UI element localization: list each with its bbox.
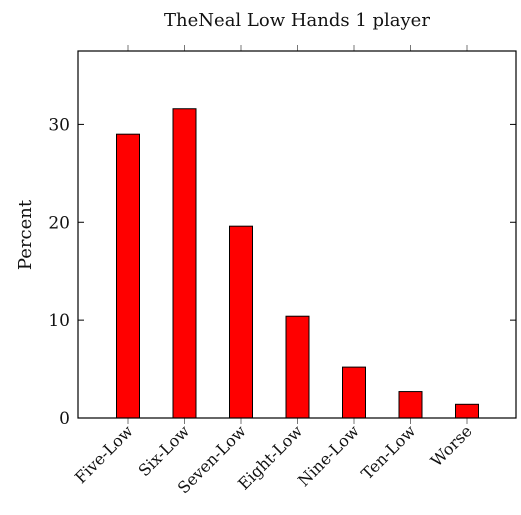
bar-nine-low xyxy=(342,366,366,419)
x-ticks-bottom xyxy=(127,418,468,424)
chart-title: TheNeal Low Hands 1 player xyxy=(164,10,430,31)
bar-worse xyxy=(455,403,479,419)
bar-eight-low xyxy=(285,315,310,419)
x-tick-label: Ten-Low xyxy=(357,421,419,483)
x-ticks-top xyxy=(127,45,468,51)
x-tick-label: Worse xyxy=(427,421,476,470)
bars xyxy=(116,108,479,419)
y-axis-label: Percent xyxy=(15,199,36,270)
bar-six-low xyxy=(172,108,197,419)
y-tick-label: 20 xyxy=(48,213,70,233)
y-tick-label: 0 xyxy=(59,409,70,429)
y-tick-label: 30 xyxy=(48,115,70,135)
x-tick-labels: Five-LowSix-LowSeven-LowEight-LowNine-Lo… xyxy=(71,421,476,497)
x-tick-label: Nine-Low xyxy=(294,421,363,490)
plot-frame xyxy=(77,50,517,419)
y-tick-labels: 0 10 20 30 xyxy=(48,115,70,429)
x-tick-label: Six-Low xyxy=(135,421,194,480)
bar-five-low xyxy=(116,133,140,419)
x-tick-label: Five-Low xyxy=(71,421,137,487)
y-tick-label: 10 xyxy=(48,311,70,331)
bar-seven-low xyxy=(229,225,253,419)
bar-ten-low xyxy=(398,391,423,419)
